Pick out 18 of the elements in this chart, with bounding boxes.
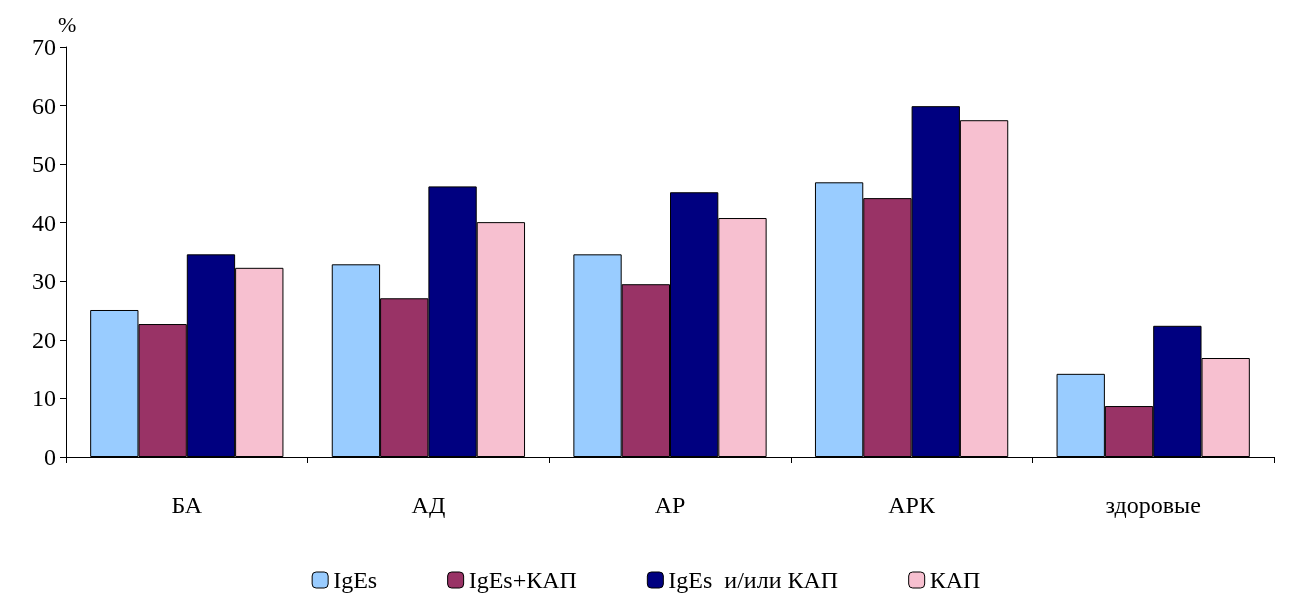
y-tick-label: 60: [32, 92, 56, 119]
y-tick-label: 70: [32, 34, 56, 60]
x-tick-label: АР: [654, 492, 686, 518]
legend-label: КАП: [929, 567, 981, 593]
x-tick-label: АД: [411, 492, 446, 518]
y-tick-label: 30: [32, 268, 56, 295]
y-tick-label: 50: [32, 151, 56, 178]
y-axis-title: %: [58, 11, 77, 37]
legend-label: IgEs и/или КАП: [668, 567, 839, 593]
x-tick-label: БА: [171, 492, 203, 518]
y-tick-label: 40: [32, 209, 56, 236]
x-tick-label: АРК: [888, 492, 936, 518]
legend-label: IgEs: [333, 567, 378, 593]
legend-label: IgEs+КАП: [468, 567, 577, 593]
y-tick-label: 10: [32, 385, 56, 412]
y-tick-label: 20: [32, 326, 56, 353]
x-tick-label: здоровые: [1105, 492, 1201, 518]
y-tick-label: 0: [44, 444, 56, 470]
